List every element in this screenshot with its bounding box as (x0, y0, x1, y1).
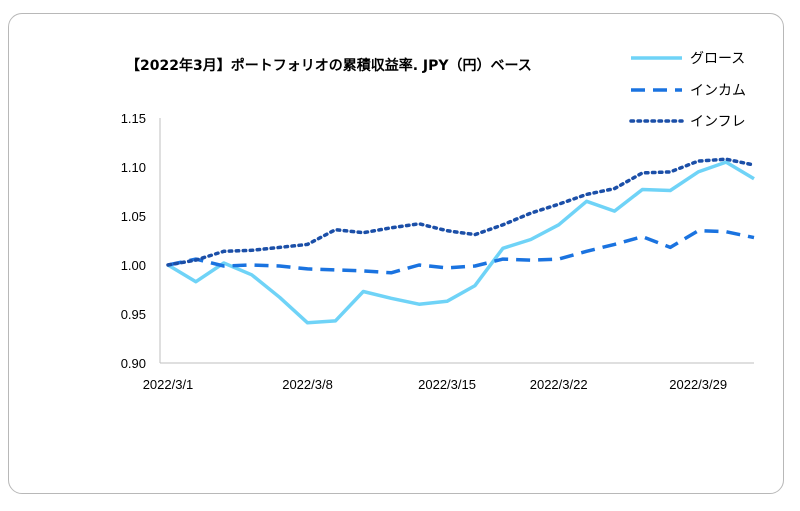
series-lines (166, 157, 756, 325)
x-tick-label: 2022/3/8 (282, 377, 333, 392)
chart-card (8, 13, 784, 494)
axes: 0.90 0.95 1.00 1.05 1.10 1.15 2022/3/1 2022/3/8… (121, 111, 754, 392)
chart-title: 【2022年3月】ポートフォリオの累積収益率. JPY（円）ベース (126, 57, 532, 74)
legend-label-1: インカム (690, 83, 746, 99)
x-tick-label: 2022/3/15 (418, 377, 476, 392)
legend-label-2: インフレ (690, 114, 746, 130)
y-tick-label: 1.10 (121, 160, 146, 175)
legend-label-0: グロース (690, 51, 745, 67)
y-tick-label: 0.95 (121, 307, 146, 322)
series-line-2 (166, 157, 756, 267)
x-tick-label: 2022/3/22 (530, 377, 588, 392)
y-tick-label: 0.90 (121, 356, 146, 371)
y-tick-label: 1.00 (121, 258, 146, 273)
x-tick-label: 2022/3/29 (669, 377, 727, 392)
series-line-1 (167, 228, 755, 275)
y-tick-label: 1.05 (121, 209, 146, 224)
x-tick-label: 2022/3/1 (143, 377, 194, 392)
series-line-0 (167, 160, 755, 325)
y-tick-label: 1.15 (121, 111, 146, 126)
